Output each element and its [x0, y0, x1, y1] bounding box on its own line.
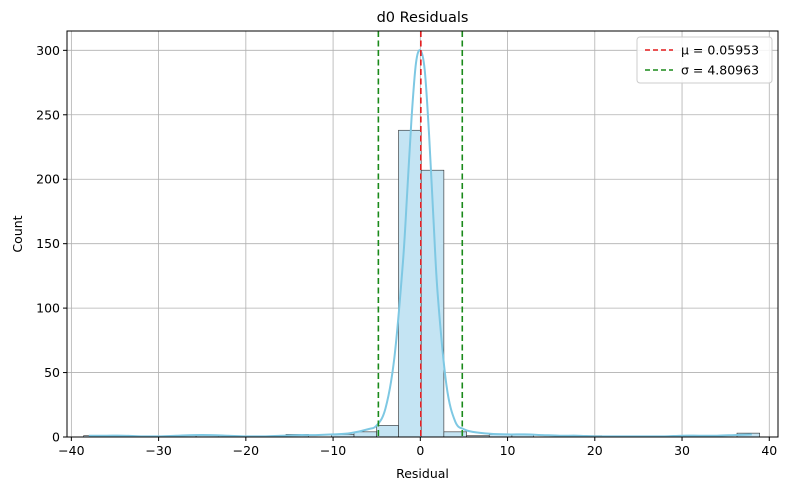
histogram-bar: [376, 425, 399, 438]
legend-mu-label: μ = 0.05953: [681, 43, 759, 58]
chart-title: d0 Residuals: [377, 10, 469, 26]
y-tick-label: 150: [36, 236, 60, 251]
x-tick-label: −20: [233, 443, 259, 458]
legend: μ = 0.05953 σ = 4.80963: [636, 36, 773, 84]
x-tick-label: −40: [58, 443, 84, 458]
y-tick-label: 0: [52, 430, 60, 445]
x-tick-label: −10: [320, 443, 346, 458]
reference-lines: [377, 31, 464, 437]
y-tick-label: 200: [36, 172, 60, 187]
x-tick-label: 10: [500, 443, 516, 458]
axis-ticks: −40 −30 −20 −10 0 10 20 30 40 0 50 100 150 200 250 300: [36, 43, 777, 458]
x-tick-label: 40: [761, 443, 777, 458]
y-tick-label: 300: [36, 43, 60, 58]
legend-sigma-label: σ = 4.80963: [681, 63, 759, 78]
y-axis-label: Count: [10, 215, 25, 252]
x-tick-label: −30: [145, 443, 171, 458]
y-tick-label: 250: [36, 107, 60, 122]
x-tick-label: 0: [416, 443, 424, 458]
x-tick-label: 20: [587, 443, 603, 458]
x-axis-label: Residual: [396, 466, 449, 481]
y-tick-label: 100: [36, 301, 60, 316]
x-tick-label: 30: [674, 443, 690, 458]
histogram-bar: [443, 431, 467, 438]
y-tick-label: 50: [44, 365, 60, 380]
plot-frame: [66, 30, 779, 438]
legend-box: [636, 36, 773, 84]
histogram-bars: [83, 129, 760, 438]
